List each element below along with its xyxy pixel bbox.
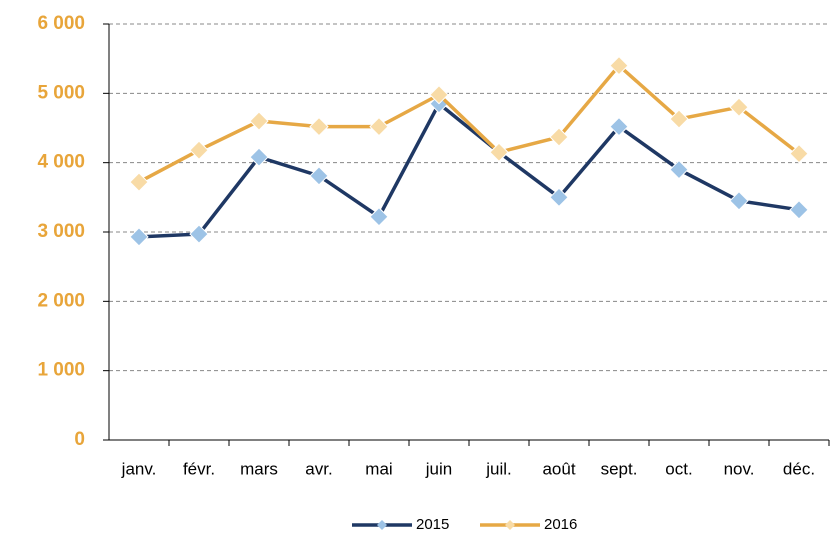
data-point <box>789 143 809 164</box>
legend-marker <box>505 520 515 530</box>
y-tick-label: 6 000 <box>37 13 85 34</box>
data-point <box>489 142 509 162</box>
data-point <box>549 127 569 147</box>
data-point <box>129 172 149 192</box>
x-tick-label: août <box>542 459 575 478</box>
data-point <box>429 85 449 105</box>
data-point <box>609 116 629 137</box>
legend-label: 2015 <box>416 516 449 533</box>
x-tick-label: déc. <box>783 459 815 478</box>
x-tick-label: mars <box>240 459 278 478</box>
data-point <box>669 109 689 129</box>
y-tick-label: 5 000 <box>37 82 85 103</box>
data-point <box>729 97 749 117</box>
data-point <box>129 227 149 247</box>
x-tick-label: juil. <box>485 459 512 478</box>
y-tick-label: 1 000 <box>37 360 85 381</box>
series-line <box>138 63 801 184</box>
x-tick-label: sept. <box>601 459 638 478</box>
x-tick-label: nov. <box>724 459 755 478</box>
y-tick-label: 0 <box>74 429 85 450</box>
data-point <box>369 207 389 227</box>
data-point <box>309 166 329 186</box>
y-tick-label: 2 000 <box>37 290 85 311</box>
legend-marker <box>377 520 387 530</box>
data-point <box>609 55 629 76</box>
x-tick-label: janv. <box>121 459 157 478</box>
data-point <box>249 147 269 167</box>
data-point <box>189 140 209 160</box>
x-tick-label: févr. <box>183 459 215 478</box>
x-tick-label: mai <box>365 459 392 478</box>
y-tick-label: 4 000 <box>37 152 85 173</box>
data-point <box>369 116 389 137</box>
x-tick-label: avr. <box>305 459 332 478</box>
x-tick-label: oct. <box>665 459 692 478</box>
data-point <box>549 187 569 208</box>
data-point <box>669 159 689 180</box>
series-line <box>138 101 800 239</box>
data-point <box>189 224 209 244</box>
y-tick-label: 3 000 <box>37 221 85 242</box>
legend-label: 2016 <box>544 516 577 533</box>
data-point <box>309 116 329 137</box>
data-point <box>789 200 809 220</box>
data-point <box>249 111 269 131</box>
x-tick-label: juin <box>425 459 452 478</box>
data-point <box>729 191 749 211</box>
